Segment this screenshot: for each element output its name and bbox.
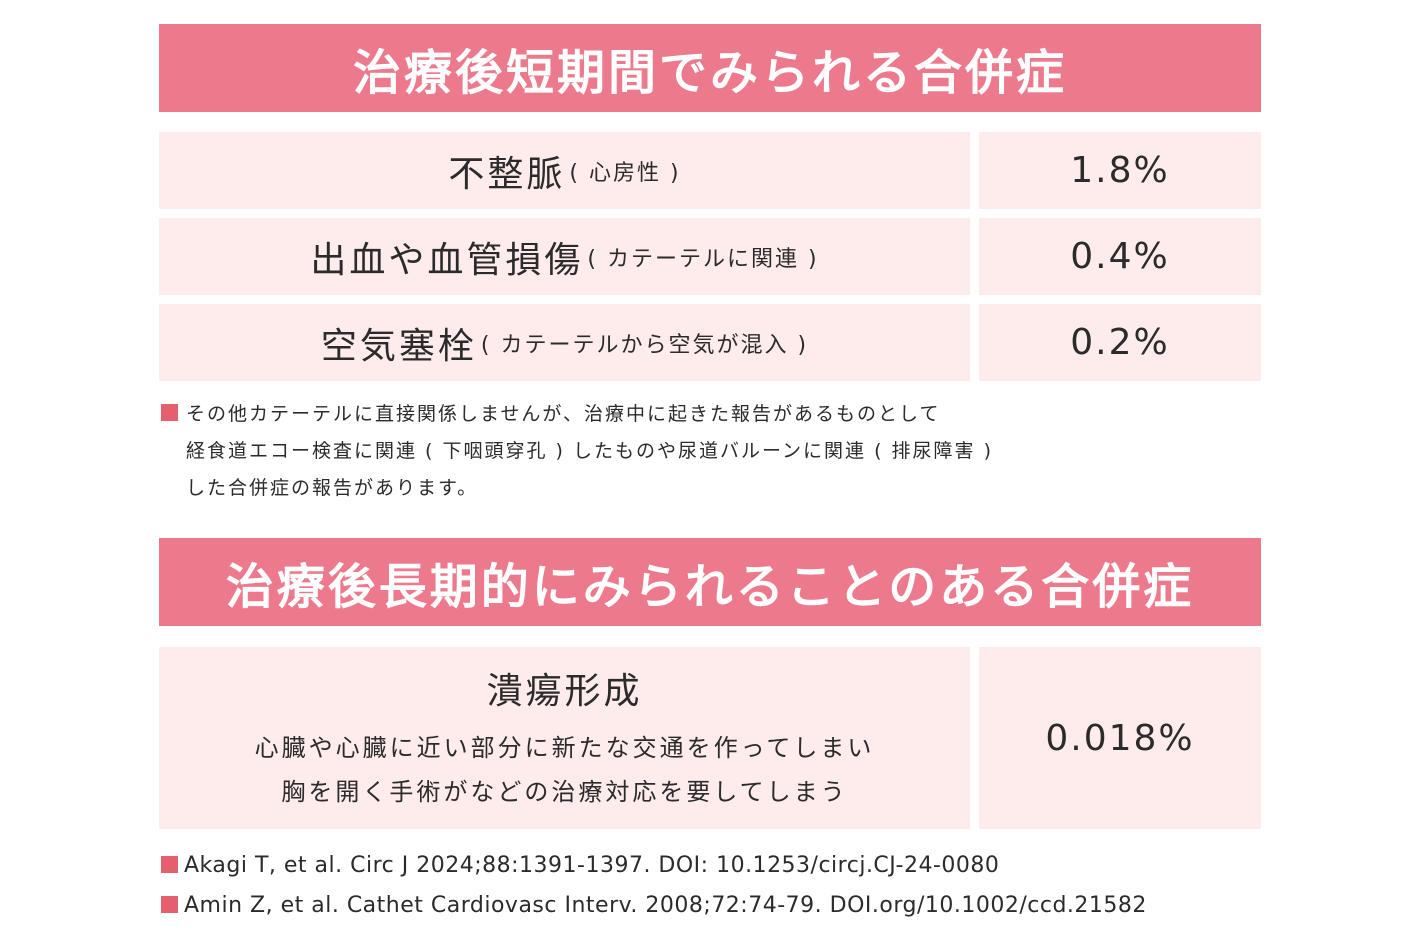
complication-name-cell: 不整脈 ( 心房性 ) bbox=[159, 132, 970, 209]
complication-rate: 1.8% bbox=[1070, 150, 1170, 191]
complication-name: 出血や血管損傷 bbox=[310, 239, 584, 281]
complication-rate: 0.2% bbox=[1070, 322, 1170, 363]
note-line: その他カテーテルに直接関係しませんが、治療中に起きた報告があるものとして bbox=[186, 403, 941, 425]
note-line: 経食道エコー検査に関連 ( 下咽頭穿孔 ) したものや尿道バルーンに関連 ( 排… bbox=[186, 440, 993, 462]
complication-name: 不整脈 bbox=[448, 153, 566, 195]
complication-name-cell: 空気塞栓 ( カテーテルから空気が混入 ) bbox=[159, 304, 970, 381]
reference-text: Amin Z, et al. Cathet Cardiovasc Interv.… bbox=[184, 893, 1147, 918]
reference-item: Akagi T, et al. Circ J 2024;88:1391-1397… bbox=[161, 846, 1147, 886]
short-term-note: その他カテーテルに直接関係しませんが、治療中に起きた報告があるものとして 経食道… bbox=[161, 396, 1061, 507]
complication-name: 空気塞栓 bbox=[320, 325, 477, 367]
reference-text: Akagi T, et al. Circ J 2024;88:1391-1397… bbox=[184, 853, 1000, 878]
complication-description: 心臓や心臓に近い部分に新たな交通を作ってしまい 胸を開く手術がなどの治療対応を要… bbox=[255, 726, 875, 814]
complication-name-cell: 潰瘍形成 心臓や心臓に近い部分に新たな交通を作ってしまい 胸を開く手術がなどの治… bbox=[159, 647, 970, 829]
complication-rate-cell: 0.4% bbox=[979, 218, 1261, 295]
references: Akagi T, et al. Circ J 2024;88:1391-1397… bbox=[161, 846, 1147, 926]
complication-name: 潰瘍形成 bbox=[486, 671, 643, 712]
complication-rate-cell: 0.2% bbox=[979, 304, 1261, 381]
description-line: 胸を開く手術がなどの治療対応を要してしまう bbox=[281, 778, 848, 806]
note-line: した合併症の報告があります。 bbox=[186, 477, 479, 499]
complication-detail: ( カテーテルから空気が混入 ) bbox=[480, 332, 809, 358]
reference-item: Amin Z, et al. Cathet Cardiovasc Interv.… bbox=[161, 886, 1147, 926]
short-term-title: 治療後短期間でみられる合併症 bbox=[159, 24, 1261, 112]
complication-detail: ( 心房性 ) bbox=[569, 160, 681, 186]
complication-detail: ( カテーテルに関連 ) bbox=[587, 246, 819, 272]
complication-rate-cell: 1.8% bbox=[979, 132, 1261, 209]
complication-rate: 0.4% bbox=[1070, 236, 1170, 277]
bullet-square-icon bbox=[161, 404, 178, 421]
bullet-square-icon bbox=[161, 856, 178, 873]
complication-rate: 0.018% bbox=[1045, 717, 1195, 759]
bullet-square-icon bbox=[161, 896, 178, 913]
description-line: 心臓や心臓に近い部分に新たな交通を作ってしまい bbox=[254, 734, 875, 762]
complication-rate-cell: 0.018% bbox=[979, 647, 1261, 829]
long-term-title: 治療後長期的にみられることのある合併症 bbox=[159, 538, 1261, 626]
complication-name-cell: 出血や血管損傷 ( カテーテルに関連 ) bbox=[159, 218, 970, 295]
